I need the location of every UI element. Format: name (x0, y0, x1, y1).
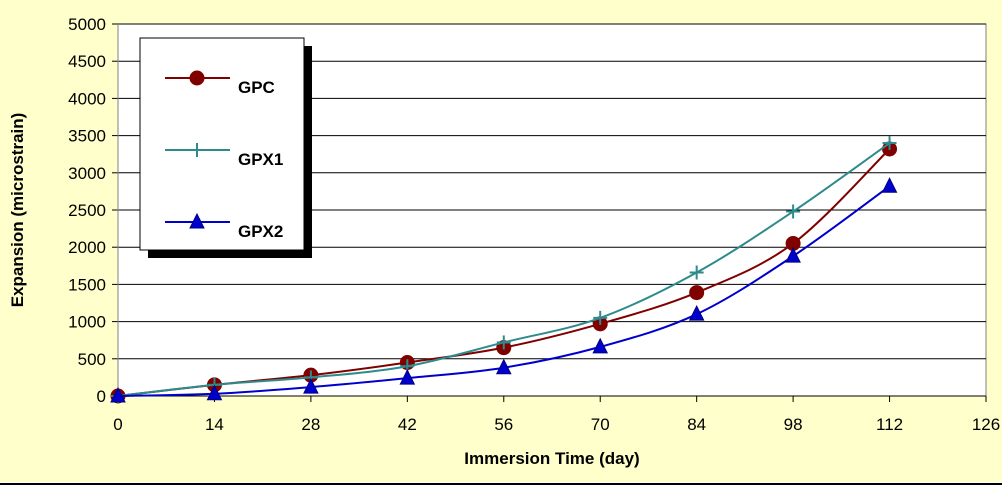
legend-item-gpc: GPC (165, 70, 275, 97)
series-gpx1-point (786, 204, 801, 219)
legend-gpx1-marker (190, 143, 204, 157)
axes (117, 24, 987, 402)
legend-item-gpx1: GPX1 (165, 143, 283, 169)
series-gpx2-point (688, 305, 705, 321)
y-tick-label: 0 (97, 387, 106, 406)
x-tick-label: 112 (876, 415, 903, 434)
x-tick-label: 98 (784, 415, 803, 434)
y-axis-title: Expansion (microstrain) (8, 113, 27, 308)
legend-box (139, 37, 305, 251)
y-tick-label: 2500 (68, 201, 106, 220)
x-tick-label: 42 (398, 415, 417, 434)
series-gpx2-line (117, 185, 891, 397)
legend-gpx2-marker (189, 212, 205, 229)
legend: GPC GPX1 GPX2 (139, 37, 312, 258)
series-gpx2-point (399, 369, 416, 385)
legend-item-gpx2: GPX2 (165, 212, 283, 241)
x-tick-label: 84 (687, 415, 706, 434)
y-tick-labels: 0 500 1000 1500 2000 2500 3000 3500 4000 4500 5000 (68, 15, 106, 406)
series-gpx1-point (593, 310, 608, 325)
series-gpx2-point (495, 358, 512, 375)
y-tick-label: 1000 (68, 313, 106, 332)
y-tick-label: 4000 (68, 89, 106, 108)
series-gpx2-point (592, 337, 609, 354)
y-tick-label: 5000 (68, 15, 106, 34)
x-axis-title: Immersion Time (day) (464, 449, 639, 468)
y-tick-label: 4500 (68, 52, 106, 71)
legend-gpx2-label: GPX2 (238, 222, 283, 241)
series-gpx2-point (110, 386, 126, 403)
legend-gpx1-label: GPX1 (238, 150, 283, 169)
x-tick-labels: 0 14 28 42 56 70 84 98 112 126 (113, 415, 1000, 434)
legend-gpc-marker (189, 70, 205, 86)
series-gpx1-point (689, 265, 704, 280)
series-gpx1-point (882, 136, 897, 151)
x-tick-label: 56 (494, 415, 513, 434)
series-gpx2-point (881, 177, 898, 193)
x-tick-label: 0 (113, 415, 122, 434)
series-gpx2-point (785, 247, 801, 263)
x-tick-label: 28 (301, 415, 320, 434)
x-tick-label: 70 (591, 415, 610, 434)
series-group (110, 136, 898, 404)
y-tick-label: 3000 (68, 164, 106, 183)
series-gpx2-point (303, 377, 319, 394)
y-tick-label: 2000 (68, 238, 106, 257)
x-tick-label: 14 (205, 415, 224, 434)
x-tick-label: 126 (972, 415, 1000, 434)
series-gpx1-line (117, 142, 891, 397)
y-tick-label: 1500 (68, 275, 106, 294)
y-tick-label: 500 (78, 350, 106, 369)
series-gpc-point (689, 285, 705, 301)
series-gpx1-point (496, 335, 511, 350)
series-gpx2-point (206, 384, 223, 401)
y-tick-label: 3500 (68, 127, 106, 146)
legend-gpc-label: GPC (238, 78, 275, 97)
series-gpx2 (110, 177, 898, 403)
